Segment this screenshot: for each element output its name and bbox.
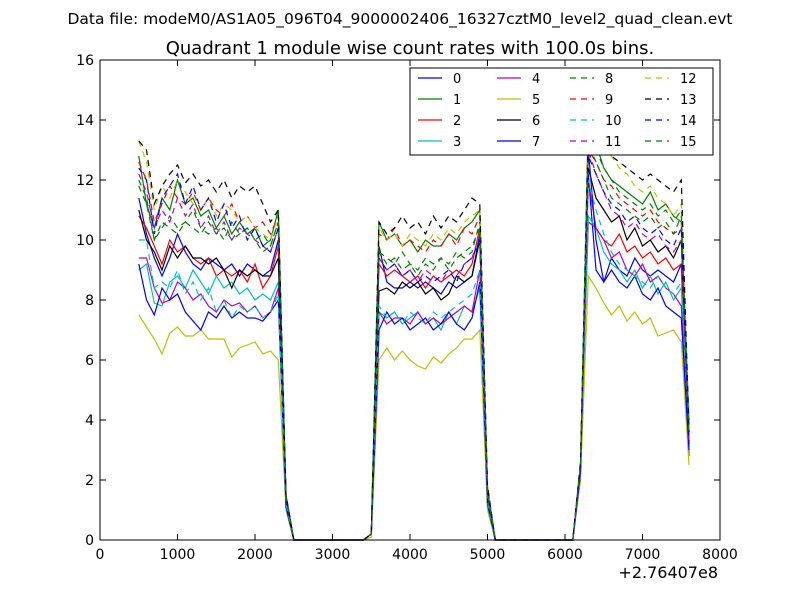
legend-label-3: 3 (453, 135, 461, 150)
y-tick-label: 12 (76, 173, 94, 189)
x-tick-label: 8000 (702, 547, 738, 563)
x-tick-label: 3000 (315, 547, 351, 563)
y-tick-label: 2 (85, 473, 94, 489)
y-tick-label: 4 (85, 413, 94, 429)
y-tick-label: 8 (85, 293, 94, 309)
y-tick-label: 6 (85, 353, 94, 369)
x-tick-label: 2000 (237, 547, 273, 563)
x-tick-label: 4000 (392, 547, 428, 563)
series-line-13 (138, 130, 690, 541)
y-tick-label: 10 (76, 233, 94, 249)
x-tick-label: 5000 (470, 547, 506, 563)
series-line-9 (138, 143, 690, 541)
series-line-5 (138, 274, 690, 541)
legend-label-6: 6 (532, 114, 540, 129)
series-line-10 (138, 179, 690, 541)
x-tick-label: 7000 (625, 547, 661, 563)
x-tick-label: 0 (96, 547, 105, 563)
series-line-12 (138, 113, 690, 541)
legend-label-12: 12 (680, 72, 697, 87)
y-tick-label: 14 (76, 113, 94, 129)
legend-box (409, 67, 714, 156)
legend-label-8: 8 (605, 72, 613, 87)
legend-label-7: 7 (532, 135, 540, 150)
legend-label-10: 10 (605, 114, 622, 129)
datafile-label: Data file: modeM0/AS1A05_096T04_90000024… (67, 10, 732, 29)
legend-label-5: 5 (532, 93, 540, 108)
series-line-6 (138, 167, 690, 541)
legend-label-2: 2 (453, 114, 461, 129)
chart-title: Quadrant 1 module wise count rates with … (166, 38, 655, 59)
series-line-14 (138, 155, 690, 541)
x-tick-label: 1000 (160, 547, 196, 563)
legend-label-0: 0 (453, 72, 461, 87)
series-line-4 (138, 179, 690, 541)
x-offset-label: +2.76407e8 (618, 563, 718, 582)
legend-label-13: 13 (680, 93, 697, 108)
legend-label-11: 11 (605, 135, 622, 150)
legend-label-15: 15 (680, 135, 697, 150)
legend-label-9: 9 (605, 93, 613, 108)
x-tick-label: 6000 (547, 547, 583, 563)
series-layer (138, 113, 690, 541)
series-line-15 (138, 148, 690, 541)
x-axis: 0 1000 2000 3000 4000 5000 6000 7000 8000 (96, 60, 738, 563)
y-tick-label: 16 (76, 53, 94, 69)
y-tick-label: 0 (85, 533, 94, 549)
series-line-11 (138, 149, 690, 541)
legend-label-1: 1 (453, 93, 461, 108)
legend-label-14: 14 (680, 114, 697, 129)
legend-label-4: 4 (532, 72, 540, 87)
